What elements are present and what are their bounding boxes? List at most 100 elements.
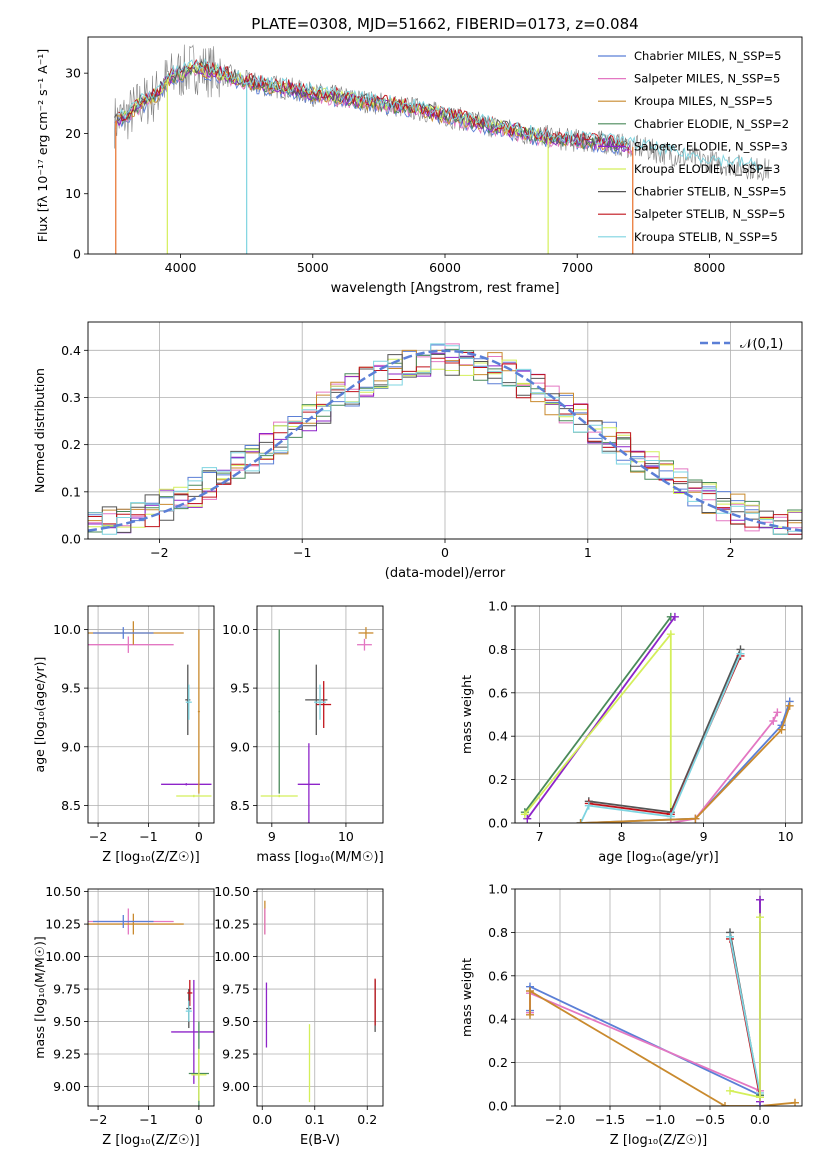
y-tick-label: 0.0 [61,532,81,547]
x-axis-label: Z [log₁₀(Z/Z☉)] [610,1133,707,1148]
data-marker [777,725,786,734]
error-bar-point [358,627,374,639]
panel-age-vs-mass: 9 10 8.5 9.0 9.5 10.0 mass [log₁₀(M/M☉)] [222,605,384,865]
series-line-kroupa-miles [580,705,791,823]
data-marker [769,717,778,726]
data-marker [721,1102,729,1106]
data-marker [756,1093,764,1102]
legend-label: Salpeter ELODIE, N_SSP=3 [634,139,788,153]
x-tick-label: −0.5 [695,1112,725,1127]
panel-age-vs-Z: −2 −1 0 8.5 9.0 9.5 10.0 Z [log₁₀(Z/Z☉)] age [lo… [32,605,215,865]
legend-label: Kroupa ELODIE, N_SSP=3 [634,162,780,176]
panel-spectrum: 4000 5000 6000 7000 8000 0 10 20 30 wavelength [A… [35,36,803,296]
y-tick-label: 10.0 [222,622,250,637]
x-tick-label: 10 [338,829,354,844]
data-marker [691,814,700,823]
error-bar-point [185,664,191,736]
axes-frame [87,321,803,540]
model-spectrum-kroupa-miles [115,66,629,154]
x-tick-label: −1.0 [645,1112,675,1127]
x-tick-label: −1 [293,545,311,560]
y-tick-label: 9.25 [53,1047,81,1062]
plot-area [88,621,212,798]
x-axis-label: E(B-V) [300,1133,340,1148]
x-tick-label: 0 [441,545,449,560]
error-bar-point [176,794,212,798]
histogram-kroupa-stelib [88,343,802,535]
x-tick-label: 0.1 [305,1112,325,1127]
y-tick-label: 8.5 [230,798,250,813]
y-tick-label: 0.8 [488,642,508,657]
error-bar-point [316,681,332,728]
y-tick-label: 10 [65,186,81,201]
plot-area [88,343,802,535]
legend-label: Chabrier MILES, N_SSP=5 [634,49,781,63]
x-tick-label: 2 [727,545,735,560]
y-tick-label: 10.00 [214,949,250,964]
x-tick-label: 7 [536,829,544,844]
y-axis-label: mass weight [459,675,474,754]
data-marker [576,819,585,823]
error-bar-point [278,629,280,794]
y-tick-label: 9.50 [53,1014,81,1029]
x-tick-label: 9 [268,829,276,844]
legend: Chabrier MILES, N_SSP=5 Salpeter MILES, N… [598,49,789,244]
y-tick-label: 0.2 [488,1055,508,1070]
error-bar-point [185,1000,192,1022]
legend-label: 𝒩(0,1) [740,337,783,352]
histogram-chabrier-stelib [88,353,802,533]
x-tick-label: 0 [195,1112,203,1127]
model-spectrum-salpeter-miles [119,67,633,156]
y-tick-label: 0.0 [488,816,508,831]
series-line-chabrier-miles [529,985,761,1106]
data-marker [584,801,593,810]
x-tick-label: −1 [139,1112,157,1127]
x-tick-label: 8000 [694,260,726,275]
error-bar-point [357,638,372,651]
plot-area [260,627,374,823]
x-tick-label: 9 [700,829,708,844]
data-marker [773,708,782,717]
x-tick-label: −1.5 [595,1112,625,1127]
x-axis-label: mass [log₁₀(M/M☉)] [256,850,383,865]
data-marker [756,913,764,922]
data-marker [726,932,734,941]
data-marker [791,1098,799,1106]
legend-label: Kroupa MILES, N_SSP=5 [634,94,773,108]
data-marker [756,895,764,904]
x-tick-label: 0 [195,829,203,844]
figure-title: PLATE=0308, MJD=51662, FIBERID=0173, z=0… [251,15,638,33]
data-marker [670,612,679,621]
series-line-kroupa-miles [529,989,796,1106]
x-tick-label: 0.2 [357,1112,377,1127]
axes-frame [87,36,803,255]
x-tick-label: 7000 [561,260,593,275]
legend-label: Chabrier STELIB, N_SSP=5 [634,185,786,199]
data-marker [526,986,534,995]
legend-label: Salpeter STELIB, N_SSP=5 [634,207,785,221]
axes-frame [514,605,803,824]
y-tick-label: 10.0 [53,622,81,637]
series-line-chabrier-stelib [588,649,742,814]
x-tick-label: 8 [618,829,626,844]
plot-area [526,895,799,1106]
y-tick-label: 10.50 [214,884,250,899]
x-tick-label: 5000 [297,260,329,275]
y-tick-label: 9.00 [53,1079,81,1094]
y-tick-label: 10.50 [45,884,81,899]
error-bar-point [185,684,192,720]
y-tick-label: 10.25 [45,917,81,932]
axes-frame [514,888,803,1107]
legend-label: Kroupa STELIB, N_SSP=5 [634,230,778,244]
y-tick-label: 9.25 [222,1047,250,1062]
y-tick-label: 0.4 [488,729,508,744]
panel-mass-weight-vs-age: 7 8 9 10 0.0 0.2 0.4 0.6 0.8 1.0 age [log₁₀(age/yr… [459,599,803,865]
data-marker [666,630,675,639]
legend: 𝒩(0,1) [700,337,783,352]
y-tick-label: 0.0 [488,1099,508,1114]
legend-label: Salpeter MILES, N_SSP=5 [634,72,780,86]
y-tick-label: 0.4 [61,343,81,358]
error-bar-point [297,743,320,823]
x-tick-label: −2.0 [545,1112,575,1127]
x-axis-label: Z [log₁₀(Z/Z☉)] [102,1133,199,1148]
